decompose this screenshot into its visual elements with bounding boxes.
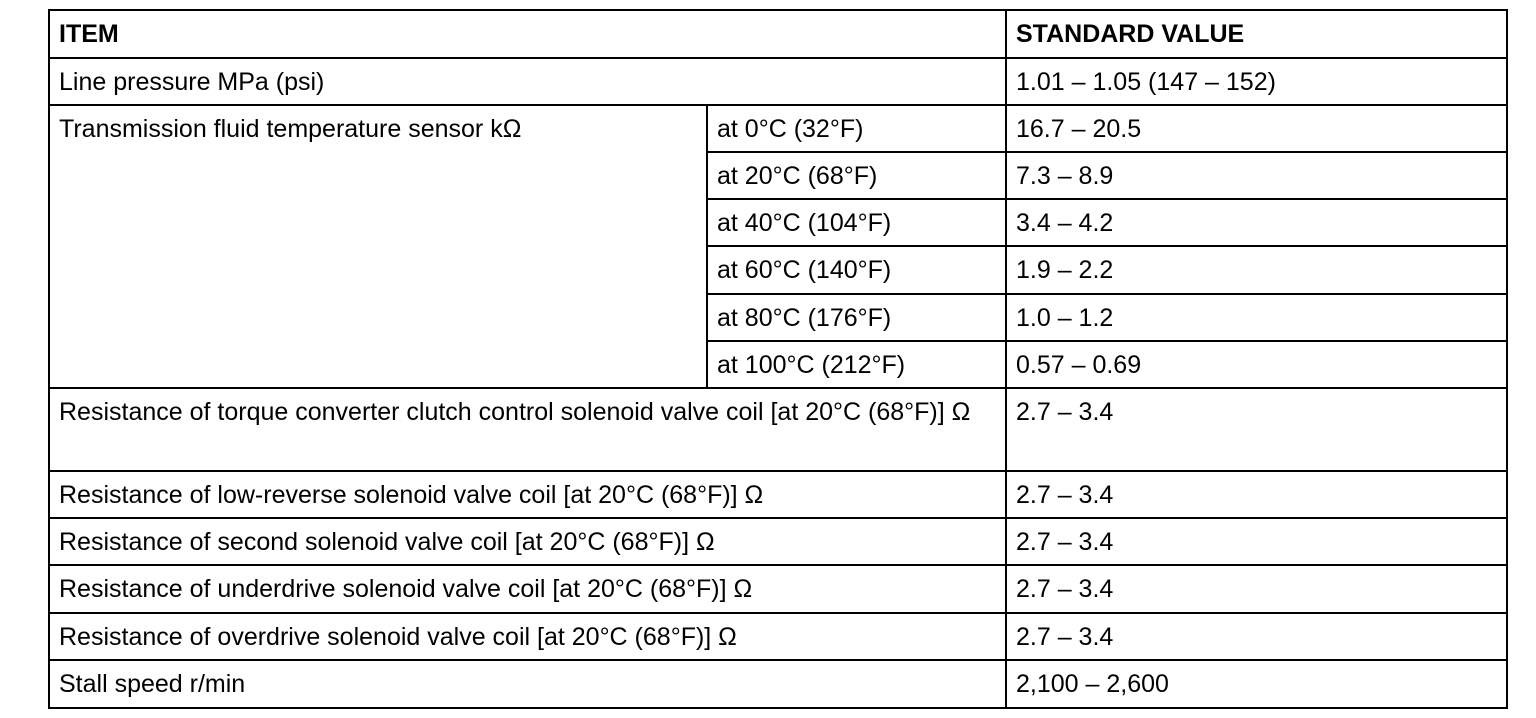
condition-cell: at 60°C (140°F)	[706, 245, 1007, 295]
header-cell: STANDARD VALUE	[1005, 9, 1508, 59]
row: Resistance of underdrive solenoid valve …	[48, 564, 1508, 614]
row: at 20°C (68°F) 7.3 – 8.9	[49, 151, 1508, 200]
row: at 80°C (176°F) 1.0 – 1.2	[49, 293, 1508, 342]
row: Resistance of torque converter clutch co…	[48, 387, 1508, 472]
row: at 100°C (212°F) 0.57 – 0.69	[49, 340, 1508, 389]
row: at 40°C (104°F) 3.4 – 4.2	[49, 198, 1508, 247]
value-cell: 2.7 – 3.4	[1005, 564, 1508, 614]
item-cell: Resistance of second solenoid valve coil…	[48, 517, 1007, 566]
value-cell: 2,100 – 2,600	[1005, 659, 1508, 709]
value-cell: 2.7 – 3.4	[1005, 612, 1508, 661]
condition-cell: at 0°C (32°F)	[706, 104, 1007, 153]
item-cell: Resistance of underdrive solenoid valve …	[48, 564, 1007, 614]
row: Resistance of second solenoid valve coil…	[48, 517, 1508, 566]
header-cell: ITEM	[48, 9, 1007, 59]
header-row: ITEM STANDARD VALUE	[48, 9, 1508, 59]
condition-cell: at 80°C (176°F)	[706, 293, 1007, 342]
item-cell: Resistance of overdrive solenoid valve c…	[48, 612, 1007, 661]
row: Resistance of low-reverse solenoid valve…	[48, 470, 1508, 519]
spec-table: ITEM STANDARD VALUE Line pressure MPa (p…	[48, 9, 1508, 709]
value-cell: 2.7 – 3.4	[1005, 387, 1508, 472]
row: Transmission fluid temperature sensor kΩ…	[48, 104, 1508, 389]
row: Line pressure MPa (psi) 1.01 – 1.05 (147…	[48, 57, 1508, 106]
value-cell: 2.7 – 3.4	[1005, 470, 1508, 519]
item-cell: Line pressure MPa (psi)	[48, 57, 1007, 106]
condition-cell: at 40°C (104°F)	[706, 198, 1007, 247]
value-cell: 1.9 – 2.2	[1005, 245, 1508, 295]
item-cell: Resistance of low-reverse solenoid valve…	[48, 470, 1007, 519]
item-cell: Resistance of torque converter clutch co…	[48, 387, 1007, 472]
row: at 60°C (140°F) 1.9 – 2.2	[49, 245, 1508, 295]
value-cell: 0.57 – 0.69	[1005, 340, 1508, 389]
value-cell: 1.0 – 1.2	[1005, 293, 1508, 342]
value-cell: 3.4 – 4.2	[1005, 198, 1508, 247]
item-cell: Stall speed r/min	[48, 659, 1007, 709]
condition-cell: at 100°C (212°F)	[706, 340, 1007, 389]
condition-cell: at 20°C (68°F)	[706, 151, 1007, 200]
row: Stall speed r/min 2,100 – 2,600	[48, 659, 1508, 709]
value-cell: 16.7 – 20.5	[1005, 104, 1508, 153]
value-cell: 2.7 – 3.4	[1005, 517, 1508, 566]
value-cell: 1.01 – 1.05 (147 – 152)	[1005, 57, 1508, 106]
row: Resistance of overdrive solenoid valve c…	[48, 612, 1508, 661]
item-cell: Transmission fluid temperature sensor kΩ	[48, 104, 708, 389]
value-cell: 7.3 – 8.9	[1005, 151, 1508, 200]
